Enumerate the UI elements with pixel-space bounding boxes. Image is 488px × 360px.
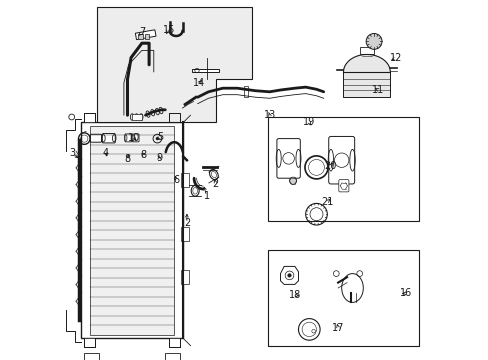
Text: 12: 12 (389, 53, 401, 63)
Circle shape (287, 274, 291, 277)
Bar (84, 338, 95, 347)
FancyBboxPatch shape (90, 134, 102, 142)
Text: 3: 3 (69, 148, 75, 158)
Bar (84, 113, 95, 122)
FancyBboxPatch shape (328, 136, 354, 184)
Bar (181, 173, 188, 187)
Bar (89, 126, 174, 335)
Text: 14: 14 (193, 78, 205, 88)
Bar (144, 34, 149, 39)
Bar (267, 117, 418, 221)
Text: 13: 13 (263, 110, 275, 120)
Text: 8: 8 (124, 154, 130, 164)
Text: 2: 2 (212, 179, 218, 189)
Polygon shape (165, 353, 179, 360)
Bar (135, 30, 156, 40)
Text: 11: 11 (371, 85, 384, 95)
Text: 10: 10 (127, 132, 140, 143)
Bar (132, 114, 141, 120)
Text: 20: 20 (324, 161, 336, 171)
Bar (359, 47, 373, 54)
Text: 15: 15 (163, 24, 175, 35)
Polygon shape (84, 353, 99, 360)
FancyBboxPatch shape (276, 139, 300, 178)
Text: 2: 2 (183, 218, 190, 228)
Polygon shape (280, 266, 298, 284)
Bar (168, 113, 179, 122)
Text: 5: 5 (157, 132, 163, 142)
Text: 16: 16 (400, 288, 412, 298)
FancyBboxPatch shape (338, 180, 348, 192)
Bar (138, 34, 142, 39)
FancyBboxPatch shape (132, 134, 139, 142)
Text: 8: 8 (140, 150, 146, 160)
Text: 18: 18 (288, 290, 301, 300)
Bar (181, 227, 188, 241)
Text: 19: 19 (303, 117, 315, 127)
Circle shape (156, 137, 159, 140)
Bar (181, 270, 188, 284)
Text: 6: 6 (173, 175, 179, 185)
Text: 17: 17 (331, 323, 344, 333)
Polygon shape (343, 54, 389, 72)
Bar (81, 122, 183, 338)
Bar (267, 250, 418, 346)
Bar (343, 72, 389, 97)
Text: 21: 21 (321, 197, 333, 207)
Bar (244, 86, 247, 97)
Polygon shape (97, 7, 251, 122)
Circle shape (289, 177, 296, 184)
Text: 7: 7 (139, 27, 145, 37)
Bar (192, 69, 219, 72)
Text: 9: 9 (156, 153, 162, 163)
Text: 4: 4 (102, 148, 109, 158)
FancyBboxPatch shape (102, 134, 115, 143)
Text: 1: 1 (203, 191, 209, 201)
FancyBboxPatch shape (125, 134, 132, 142)
Bar (168, 338, 179, 347)
Circle shape (366, 33, 381, 49)
